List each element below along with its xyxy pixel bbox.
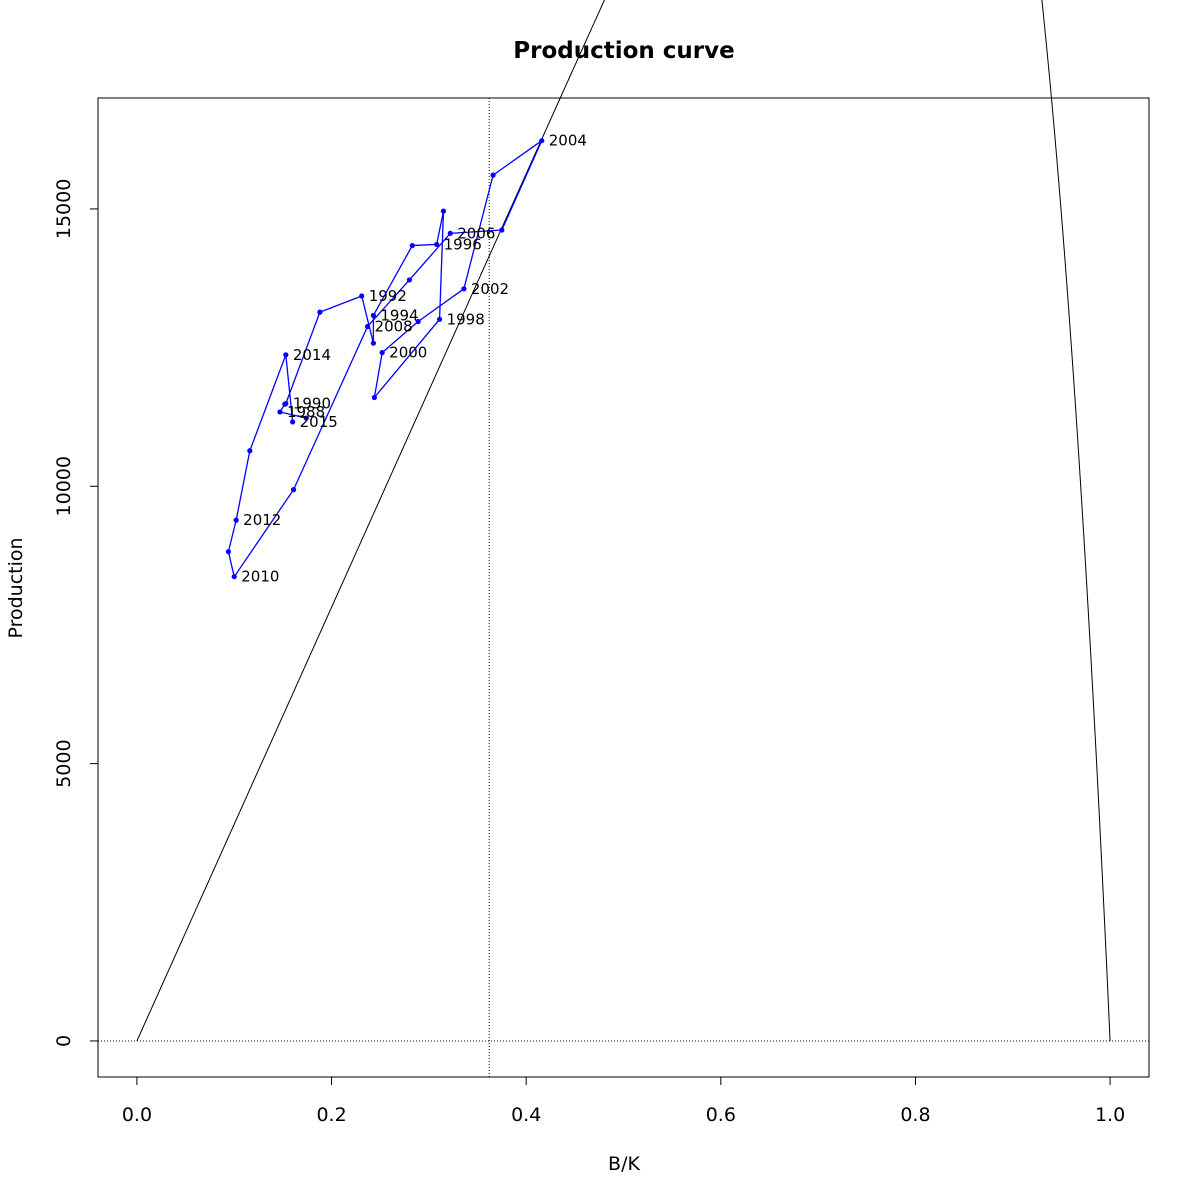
y-tick-label: 5000 xyxy=(53,739,75,787)
observation-point-1995 xyxy=(409,242,415,249)
observation-point-1992 xyxy=(359,293,365,299)
x-tick-label: 0.6 xyxy=(706,1104,736,1126)
observation-point-2004 xyxy=(539,138,545,144)
observation-point-1991 xyxy=(317,309,323,315)
chart-title: Production curve xyxy=(513,38,734,64)
x-axis: 0.0 0.2 0.4 0.6 0.8 1.0 xyxy=(122,1076,1125,1126)
year-label-2015: 2015 xyxy=(300,413,338,431)
year-label-2014: 2014 xyxy=(293,346,331,364)
year-label-1998: 1998 xyxy=(447,310,485,328)
observation-point-1993 xyxy=(370,340,377,346)
year-label-1988: 1988 xyxy=(287,403,325,421)
production-curve-layer xyxy=(136,0,1111,1042)
observation-point-2009 xyxy=(291,487,297,493)
observation-point-1988 xyxy=(277,409,283,415)
observation-point-2005 xyxy=(499,227,505,233)
x-tick-label: 0.0 xyxy=(122,1104,152,1126)
observation-point-2006 xyxy=(447,230,453,236)
observation-point-2014 xyxy=(283,352,289,358)
year-label-1992: 1992 xyxy=(369,287,407,305)
year-label-1996: 1996 xyxy=(444,235,482,253)
year-label-1990: 1990 xyxy=(293,395,331,413)
y-tick-label: 0 xyxy=(53,1035,75,1047)
observation-point-2010 xyxy=(231,574,237,580)
observation-point-1999 xyxy=(371,394,377,401)
y-axis: 0 5000 10000 15000 xyxy=(53,179,99,1047)
observation-point-2015 xyxy=(290,419,296,425)
x-tick-label: 0.8 xyxy=(900,1104,930,1126)
observation-point-1998 xyxy=(436,316,443,322)
year-label-2012: 2012 xyxy=(243,511,281,529)
reference-lines xyxy=(98,98,1149,1077)
observation-point-2001 xyxy=(415,318,421,325)
x-tick-label: 1.0 xyxy=(1095,1104,1125,1126)
year-label-2004: 2004 xyxy=(549,132,587,150)
observation-point-1996 xyxy=(434,241,440,248)
observation-point-1987 xyxy=(303,415,309,421)
plot-frame xyxy=(97,97,1150,1078)
observation-point-1990 xyxy=(283,401,289,407)
year-label-2000: 2000 xyxy=(389,344,427,362)
y-tick-label: 10000 xyxy=(53,456,75,516)
x-axis-label: B/K xyxy=(608,1153,640,1175)
observation-point-2012 xyxy=(233,517,239,523)
year-label-2002: 2002 xyxy=(471,280,509,298)
observation-point-2002 xyxy=(461,286,467,292)
observation-point-2011 xyxy=(225,549,232,555)
observation-point-2007 xyxy=(406,277,413,283)
y-axis-label: Production xyxy=(5,537,27,638)
year-label-2008: 2008 xyxy=(375,318,413,336)
x-tick-label: 0.4 xyxy=(511,1104,541,1126)
observation-point-2003 xyxy=(490,172,496,178)
year-label-2010: 2010 xyxy=(241,568,279,586)
observation-point-2008 xyxy=(364,323,371,330)
observation-series-layer: 1988199019921994199619982000200220042006… xyxy=(225,132,587,586)
year-label-2006: 2006 xyxy=(457,224,495,242)
observation-point-1997 xyxy=(440,208,447,214)
year-label-1994: 1994 xyxy=(380,306,418,324)
observation-point-2013 xyxy=(247,448,253,454)
observation-point-1994 xyxy=(370,312,377,319)
production-curve xyxy=(136,0,1111,1042)
observation-point-2000 xyxy=(379,349,385,356)
y-tick-label: 15000 xyxy=(53,179,75,239)
x-tick-label: 0.2 xyxy=(316,1104,346,1126)
